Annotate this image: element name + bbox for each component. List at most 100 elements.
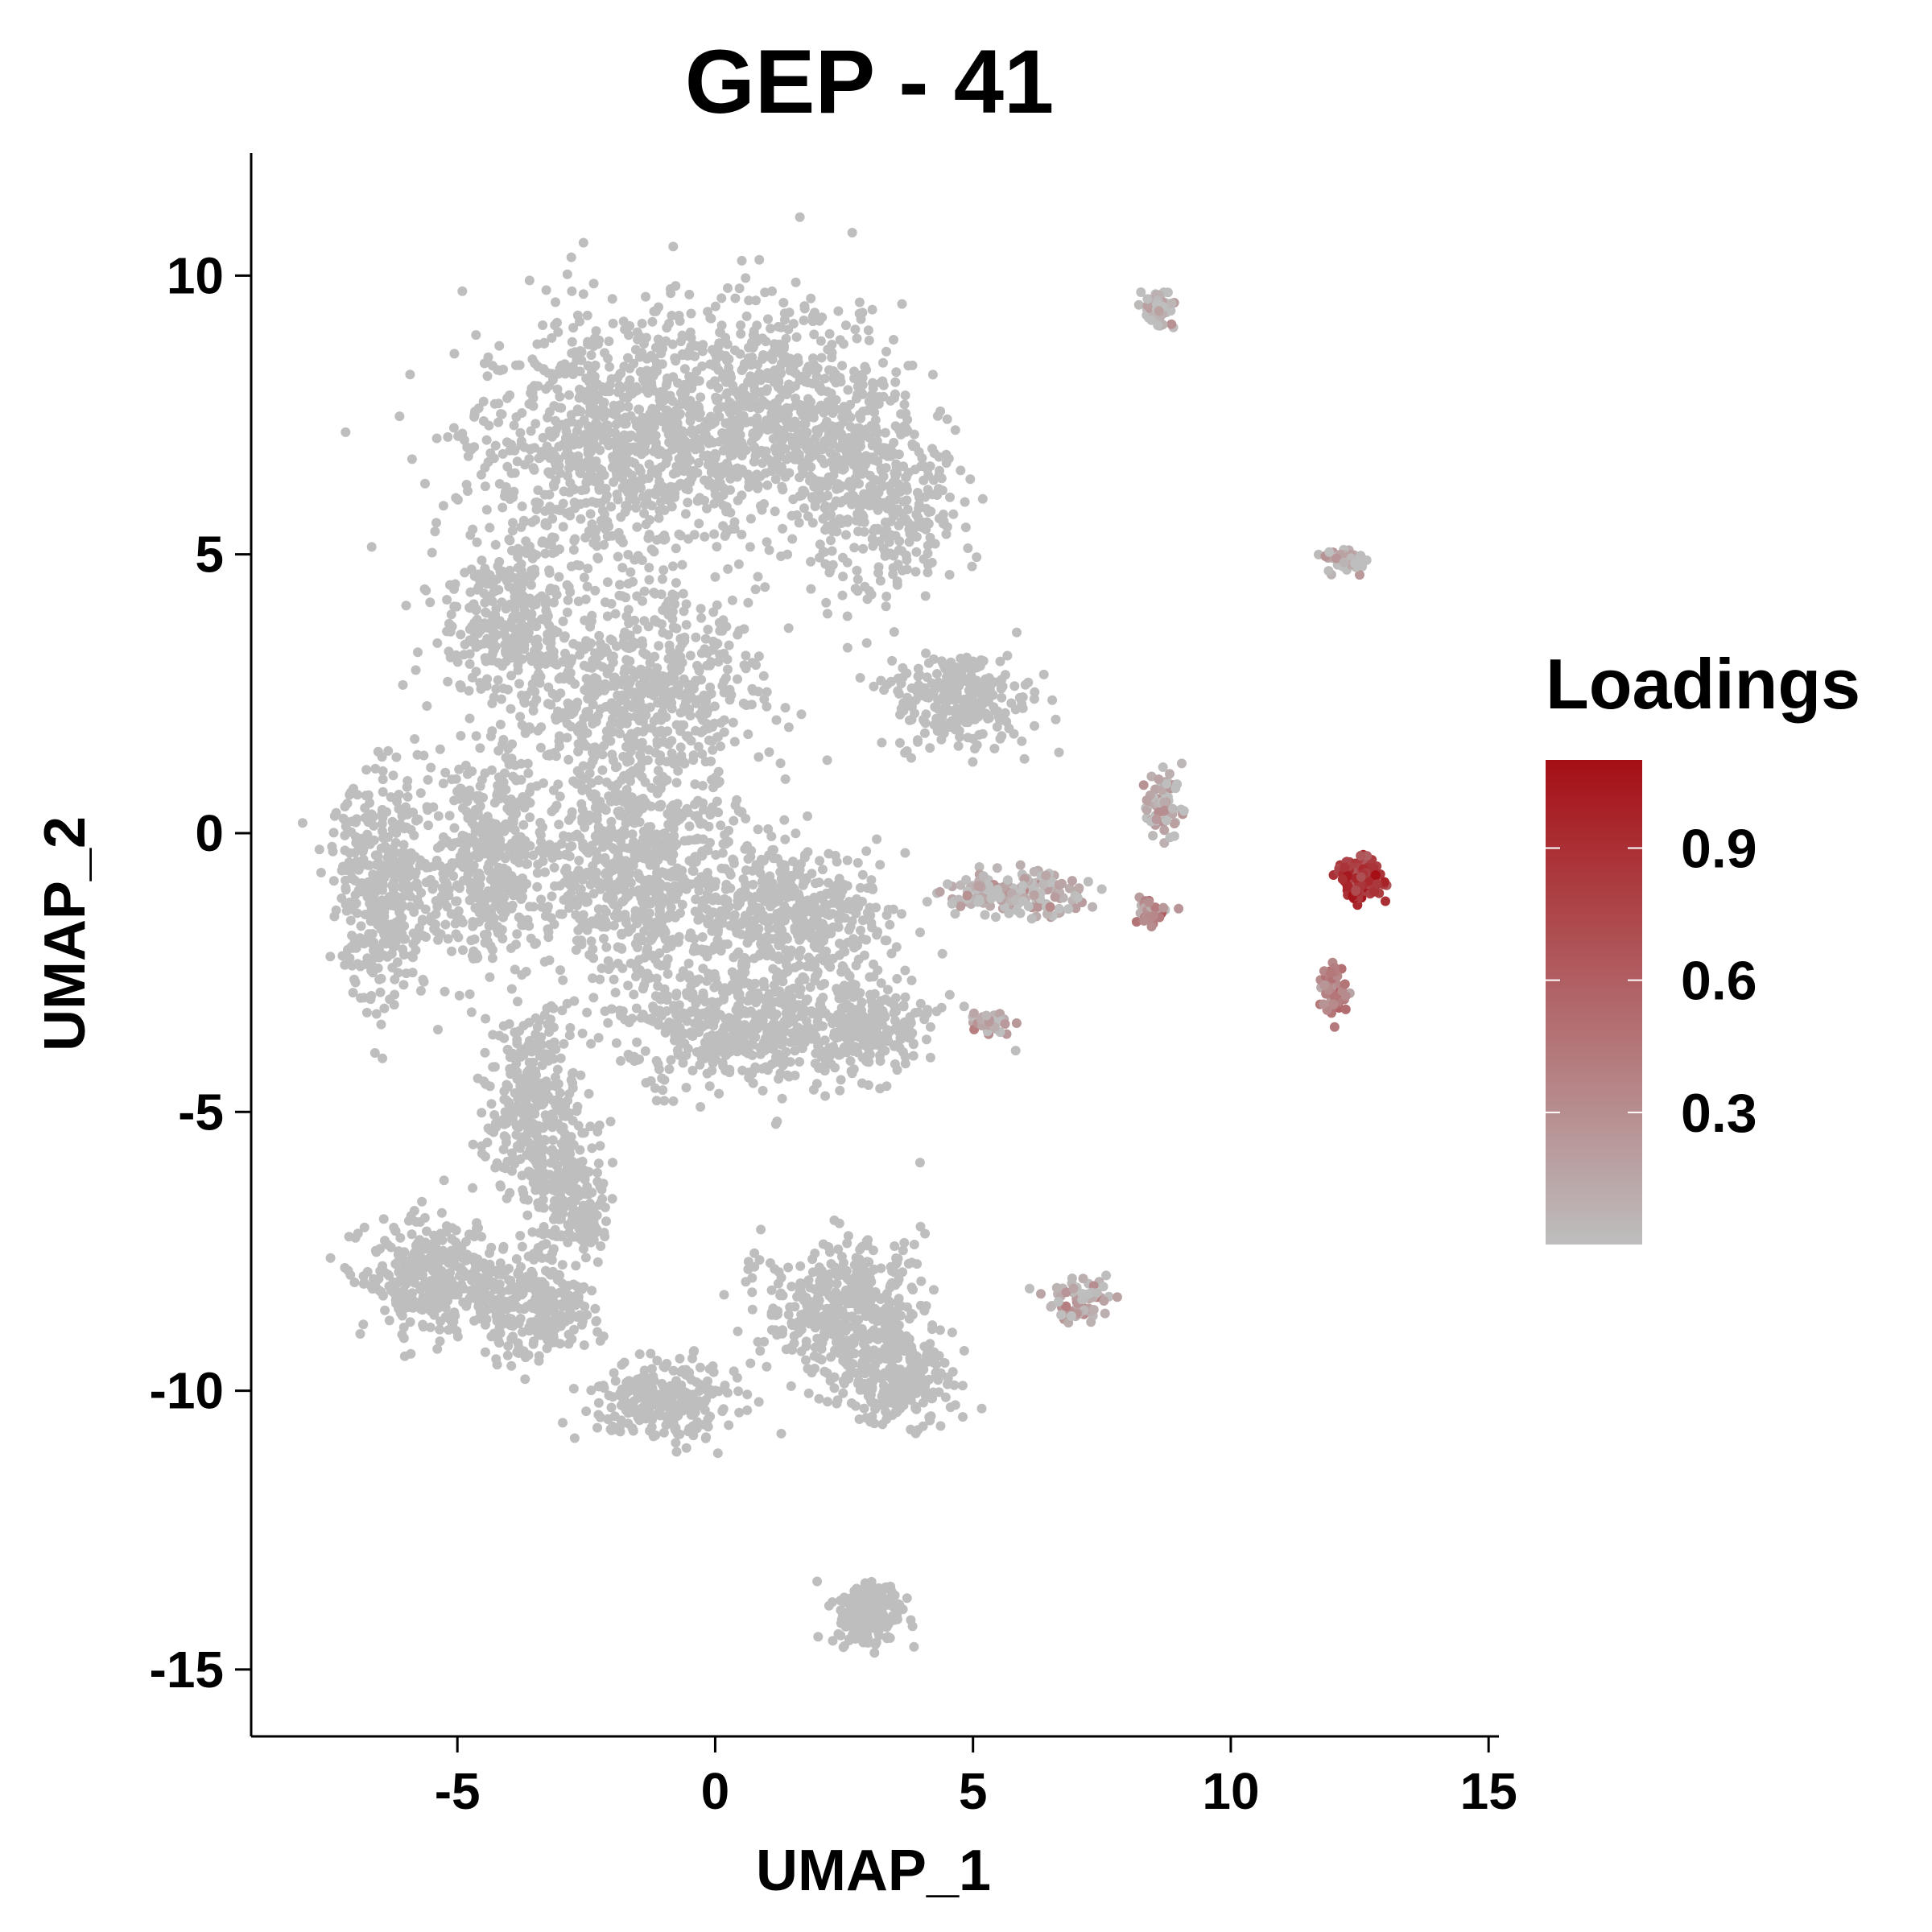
data-point: [350, 875, 360, 886]
data-point: [737, 255, 747, 266]
data-point: [471, 731, 481, 741]
data-point: [449, 349, 460, 359]
data-point: [864, 586, 874, 596]
data-point: [693, 741, 704, 752]
data-point: [607, 635, 617, 646]
data-point: [970, 681, 980, 691]
data-point: [806, 293, 816, 303]
data-point: [366, 991, 377, 1001]
data-point: [997, 692, 1007, 703]
data-point: [569, 705, 580, 716]
data-point: [762, 701, 772, 712]
data-point: [1023, 677, 1034, 687]
data-point: [913, 512, 923, 522]
data-point: [593, 913, 604, 923]
data-point: [654, 903, 665, 914]
data-point: [423, 820, 433, 831]
data-point: [494, 341, 505, 351]
data-point: [691, 632, 701, 642]
data-point: [749, 456, 759, 467]
data-point: [642, 353, 652, 364]
data-point: [626, 470, 637, 481]
data-point: [652, 788, 663, 799]
data-point: [475, 781, 485, 791]
data-point: [723, 564, 733, 574]
data-point: [492, 574, 502, 584]
data-point: [850, 584, 861, 594]
data-point: [349, 974, 359, 985]
data-point: [586, 616, 597, 626]
data-point: [729, 910, 740, 920]
data-point: [693, 908, 704, 919]
data-point: [588, 993, 599, 1003]
data-point: [490, 440, 501, 451]
data-point: [700, 531, 710, 542]
data-point: [870, 423, 881, 433]
data-point: [718, 483, 729, 493]
data-point: [864, 335, 874, 345]
data-point: [567, 654, 577, 664]
data-point: [694, 518, 704, 529]
data-point: [584, 768, 595, 778]
data-point: [894, 449, 904, 460]
data-point: [457, 286, 468, 296]
data-point: [583, 435, 593, 445]
data-point: [623, 605, 634, 615]
data-point: [687, 692, 697, 703]
data-point: [607, 530, 617, 541]
data-point: [950, 683, 960, 693]
data-point: [456, 731, 466, 741]
data-point: [737, 807, 747, 818]
data-point: [463, 813, 473, 824]
data-point: [402, 782, 412, 792]
data-point: [440, 919, 451, 930]
data-point: [891, 942, 902, 952]
data-point: [516, 774, 526, 785]
data-point: [688, 750, 699, 761]
data-point: [397, 900, 407, 910]
data-point: [713, 341, 724, 351]
data-point: [698, 707, 708, 717]
data-point: [771, 447, 782, 457]
data-point: [678, 873, 688, 883]
data-point: [828, 470, 839, 481]
data-point: [799, 303, 810, 314]
data-point: [480, 481, 490, 492]
data-point: [486, 892, 497, 902]
data-point: [538, 320, 548, 330]
data-point: [722, 939, 733, 949]
data-point: [822, 755, 832, 766]
data-point: [663, 968, 673, 979]
data-point: [478, 416, 489, 426]
data-point: [861, 935, 872, 945]
data-point: [411, 665, 421, 675]
data-point: [747, 658, 758, 668]
data-point: [624, 618, 634, 629]
data-point: [369, 945, 378, 956]
data-point: [956, 465, 966, 476]
data-point: [616, 795, 626, 804]
data-point: [523, 768, 534, 778]
data-point: [623, 379, 634, 390]
data-point: [628, 811, 638, 822]
data-point: [679, 632, 690, 642]
data-point: [638, 367, 649, 378]
data-point: [906, 753, 916, 763]
data-point: [673, 888, 683, 898]
data-point: [514, 796, 525, 807]
data-point: [557, 657, 568, 667]
data-point: [585, 392, 596, 402]
data-point: [854, 478, 864, 489]
data-point: [464, 649, 475, 659]
data-point: [831, 394, 841, 405]
data-point: [515, 712, 526, 722]
data-point: [602, 611, 613, 621]
data-point: [612, 431, 622, 442]
data-point: [531, 938, 541, 948]
data-point: [735, 349, 745, 359]
data-point: [446, 609, 456, 620]
data-point: [763, 314, 773, 324]
data-point: [398, 840, 409, 850]
data-point: [732, 927, 742, 938]
data-point: [641, 430, 651, 440]
